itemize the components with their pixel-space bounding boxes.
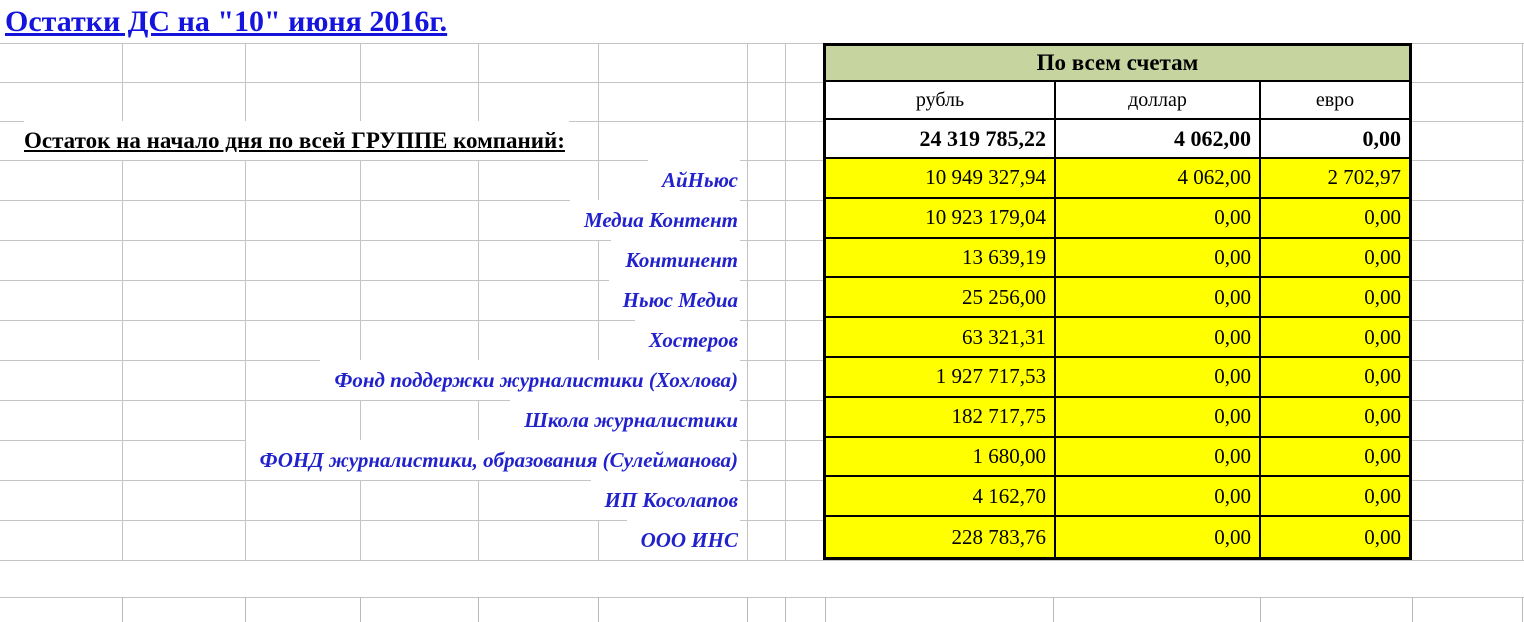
table-group-header[interactable]: По всем счетам [826, 46, 1409, 82]
value-cell-usd[interactable]: 4 062,00 [1056, 159, 1261, 199]
company-label[interactable]: ООО ИНС [626, 520, 740, 560]
value-cell-rub[interactable]: 63 321,31 [826, 318, 1056, 358]
gridline [0, 320, 1524, 321]
value-cell-usd[interactable]: 0,00 [1056, 437, 1261, 478]
gridline [0, 597, 1524, 598]
gridline [747, 43, 748, 560]
gridline [0, 440, 1524, 441]
gridline [122, 597, 123, 622]
total-cell-eur[interactable]: 0,00 [1261, 120, 1409, 159]
company-label[interactable]: Фонд поддержки журналистики (Хохлова) [320, 360, 740, 400]
value-cell-rub[interactable]: 228 783,76 [826, 517, 1056, 557]
value-cell-rub[interactable]: 13 639,19 [826, 238, 1056, 279]
value-cell-eur[interactable]: 0,00 [1261, 397, 1409, 438]
value-cell-rub[interactable]: 1 680,00 [826, 437, 1056, 478]
gridline [478, 43, 479, 560]
value-cell-rub[interactable]: 4 162,70 [826, 477, 1056, 518]
company-label[interactable]: Медиа Контент [570, 200, 740, 240]
column-header-eur[interactable]: евро [1261, 82, 1409, 120]
value-cell-eur[interactable]: 0,00 [1261, 278, 1409, 319]
value-cell-eur[interactable]: 0,00 [1261, 437, 1409, 478]
gridline [1053, 597, 1054, 622]
value-cell-rub[interactable]: 1 927 717,53 [826, 357, 1056, 398]
gridline [825, 597, 826, 622]
value-cell-usd[interactable]: 0,00 [1056, 318, 1261, 358]
gridline [1260, 597, 1261, 622]
gridline [0, 520, 1524, 521]
company-label[interactable]: Хостеров [634, 320, 740, 360]
gridline [0, 400, 1524, 401]
gridline [122, 43, 123, 560]
gridline [1412, 597, 1413, 622]
total-cell-usd[interactable]: 4 062,00 [1056, 120, 1261, 159]
company-label[interactable]: ИП Косолапов [590, 480, 740, 520]
value-cell-eur[interactable]: 0,00 [1261, 477, 1409, 518]
gridline [0, 480, 1524, 481]
value-cell-rub[interactable]: 10 923 179,04 [826, 198, 1056, 239]
gridline [0, 200, 1524, 201]
gridline [0, 43, 1524, 44]
sheet-title[interactable]: Остатки ДС на "10" июня 2016г. [5, 1, 458, 43]
value-cell-eur[interactable]: 0,00 [1261, 517, 1409, 557]
value-cell-eur[interactable]: 2 702,97 [1261, 159, 1409, 199]
gridline [1522, 597, 1523, 622]
value-cell-usd[interactable]: 0,00 [1056, 397, 1261, 438]
gridline [0, 280, 1524, 281]
value-cell-eur[interactable]: 0,00 [1261, 238, 1409, 279]
gridline [245, 597, 246, 622]
value-cell-usd[interactable]: 0,00 [1056, 357, 1261, 398]
value-cell-usd[interactable]: 0,00 [1056, 238, 1261, 279]
value-cell-eur[interactable]: 0,00 [1261, 318, 1409, 358]
gridline [785, 597, 786, 622]
value-cell-usd[interactable]: 0,00 [1056, 517, 1261, 557]
gridline [0, 240, 1524, 241]
gridline [1522, 43, 1523, 560]
total-row-label[interactable]: Остаток на начало дня по всей ГРУППЕ ком… [24, 121, 569, 160]
column-header-rub[interactable]: рубль [826, 82, 1056, 120]
balances-table: По всем счетам рубль доллар евро 24 319 … [823, 43, 1412, 560]
gridline [598, 597, 599, 622]
gridline [0, 121, 1524, 122]
value-cell-rub[interactable]: 182 717,75 [826, 397, 1056, 438]
value-cell-eur[interactable]: 0,00 [1261, 198, 1409, 239]
gridline [0, 82, 1524, 83]
value-cell-usd[interactable]: 0,00 [1056, 198, 1261, 239]
company-label[interactable]: ФОНД журналистики, образования (Сулейман… [245, 440, 740, 480]
gridline [0, 560, 1524, 561]
value-cell-rub[interactable]: 25 256,00 [826, 278, 1056, 319]
value-cell-rub[interactable]: 10 949 327,94 [826, 159, 1056, 199]
value-cell-usd[interactable]: 0,00 [1056, 278, 1261, 319]
gridline [360, 597, 361, 622]
column-header-usd[interactable]: доллар [1056, 82, 1261, 120]
gridline [785, 43, 786, 560]
gridline [360, 43, 361, 560]
gridline [598, 43, 599, 560]
company-label[interactable]: Школа журналистики [510, 400, 740, 440]
value-cell-usd[interactable]: 0,00 [1056, 477, 1261, 518]
company-label[interactable]: АйНьюс [648, 160, 740, 200]
company-label[interactable]: Ньюс Медиа [608, 280, 740, 320]
gridline [478, 597, 479, 622]
gridline [0, 360, 1524, 361]
gridline [245, 43, 246, 560]
gridline [0, 160, 1524, 161]
value-cell-eur[interactable]: 0,00 [1261, 357, 1409, 398]
total-cell-rub[interactable]: 24 319 785,22 [826, 120, 1056, 159]
company-label[interactable]: Континент [611, 240, 740, 280]
gridline [747, 597, 748, 622]
